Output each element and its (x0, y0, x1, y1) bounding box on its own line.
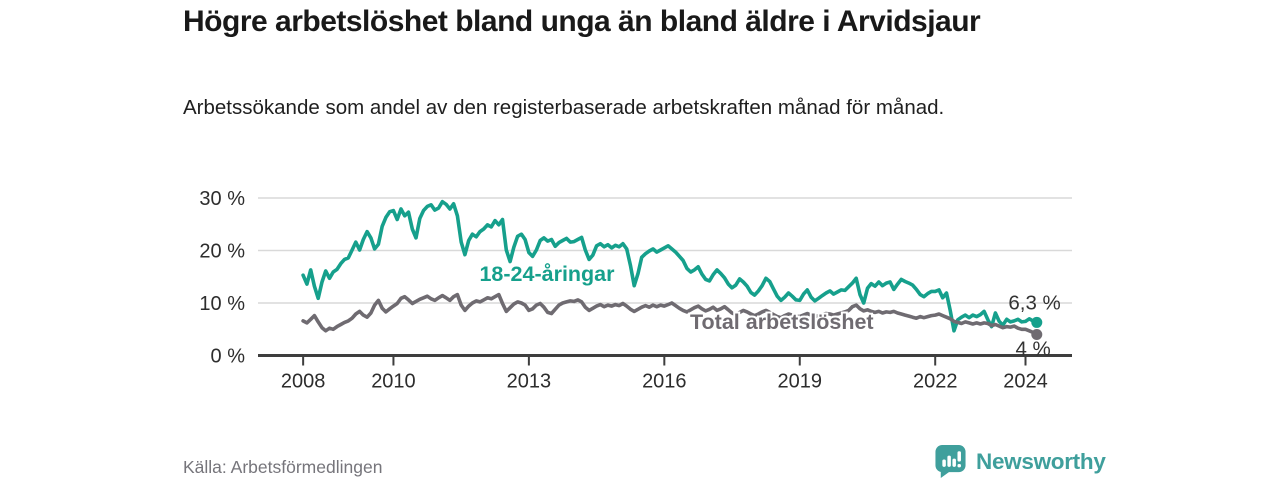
series-line-young (301, 199, 1039, 333)
chart-subtitle: Arbetssökande som andel av den registerb… (183, 96, 945, 119)
y-axis-label-10: 10 % (199, 293, 245, 315)
x-axis-label-2016: 2016 (642, 371, 687, 393)
end-label-young: 6,3 % (1008, 291, 1060, 314)
y-axis-label-30: 30 % (199, 188, 245, 210)
end-dot-young (1031, 316, 1043, 328)
series-label-young: 18-24-åringar (479, 262, 615, 286)
series-line-total (301, 292, 1039, 337)
end-label-total: 4 % (1015, 338, 1050, 361)
x-axis-label-2019: 2019 (778, 371, 823, 393)
x-axis-label-2010: 2010 (371, 371, 416, 393)
brand-name: Newsworthy (976, 448, 1106, 474)
y-axis-label-20: 20 % (199, 241, 245, 263)
end-dot-total (1031, 329, 1043, 340)
newsworthy-brand: Newsworthy (934, 444, 1106, 479)
x-axis-label-2024: 2024 (1003, 371, 1048, 393)
x-axis-label-2013: 2013 (507, 371, 552, 393)
x-axis-label-2022: 2022 (913, 371, 958, 393)
page-title: Högre arbetslöshet bland unga än bland ä… (183, 5, 981, 38)
y-axis-label-0: 0 % (211, 346, 246, 368)
x-axis-label-2008: 2008 (281, 371, 326, 393)
source-note: Källa: Arbetsförmedlingen (183, 457, 383, 477)
newsworthy-logo-icon (935, 445, 966, 478)
series-label-total: Total arbetslöshet (690, 310, 874, 334)
